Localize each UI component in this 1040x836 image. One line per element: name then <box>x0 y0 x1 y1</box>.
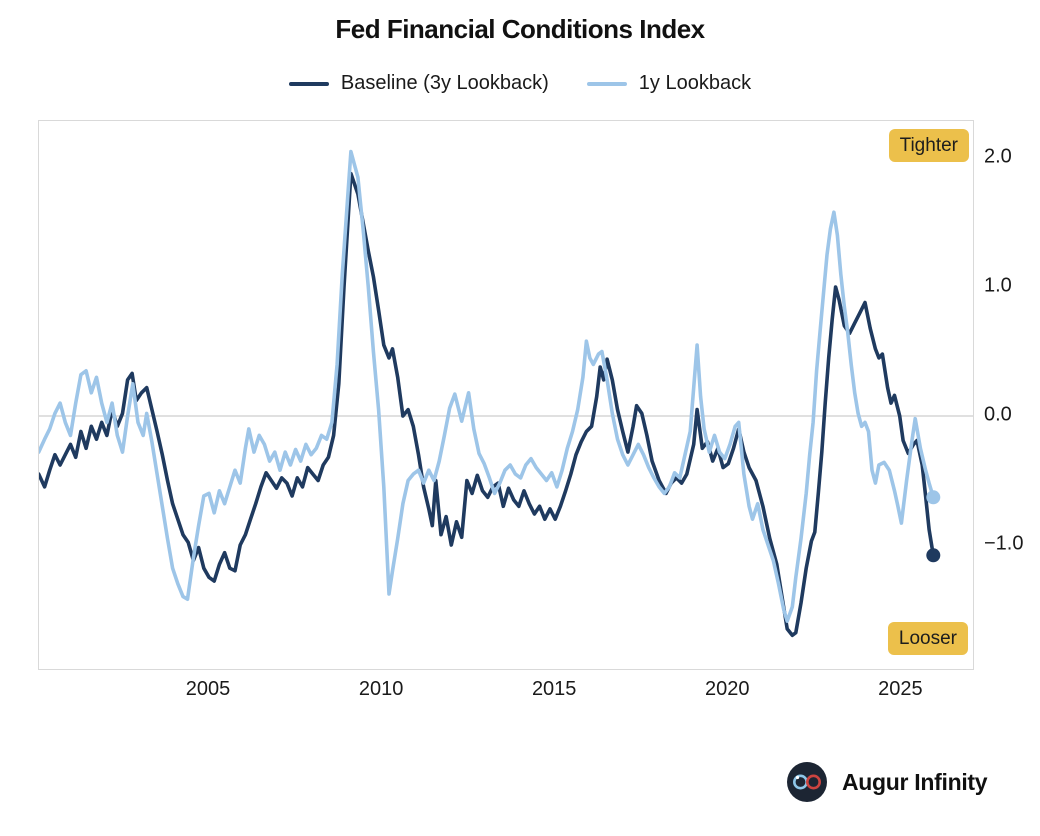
legend-label-1y-lookback: 1y Lookback <box>638 72 752 94</box>
y-axis-tick-label: 1.0 <box>984 274 1012 297</box>
x-axis-tick-label: 2015 <box>531 678 577 700</box>
brand-name: Augur Infinity <box>842 768 988 795</box>
x-axis-tick-label: 2020 <box>705 678 750 700</box>
plot-area: Tighter Looser <box>38 120 974 670</box>
augur-infinity-logo-icon <box>787 762 827 802</box>
looser-badge: Looser <box>887 622 968 655</box>
line-chart <box>39 149 973 638</box>
y-axis-tick-label: −1.0 <box>984 532 1024 555</box>
baseline-end-dot <box>926 548 941 563</box>
x-axis-tick-label: 2010 <box>358 678 404 700</box>
legend-item-baseline: Baseline (3y Lookback) <box>288 72 549 95</box>
y-axis-tick-label: 0.0 <box>984 403 1012 426</box>
legend-label-baseline: Baseline (3y Lookback) <box>340 72 549 94</box>
one-year-line-swatch <box>586 81 627 86</box>
one-year-end-dot <box>926 490 941 505</box>
x-axis-tick-label: 2025 <box>878 678 923 700</box>
x-axis-tick-label: 2005 <box>185 678 231 700</box>
one-year-series-line <box>39 149 936 623</box>
legend-item-1y-lookback: 1y Lookback <box>586 72 752 95</box>
brand-footer: Augur Infinity <box>786 761 988 803</box>
y-axis-tick-label: 2.0 <box>984 145 1012 168</box>
tighter-badge: Tighter <box>888 129 969 162</box>
chart-legend: Baseline (3y Lookback) 1y Lookback <box>0 72 1040 95</box>
baseline-line-swatch <box>288 81 329 86</box>
page-title: Fed Financial Conditions Index <box>335 14 705 44</box>
